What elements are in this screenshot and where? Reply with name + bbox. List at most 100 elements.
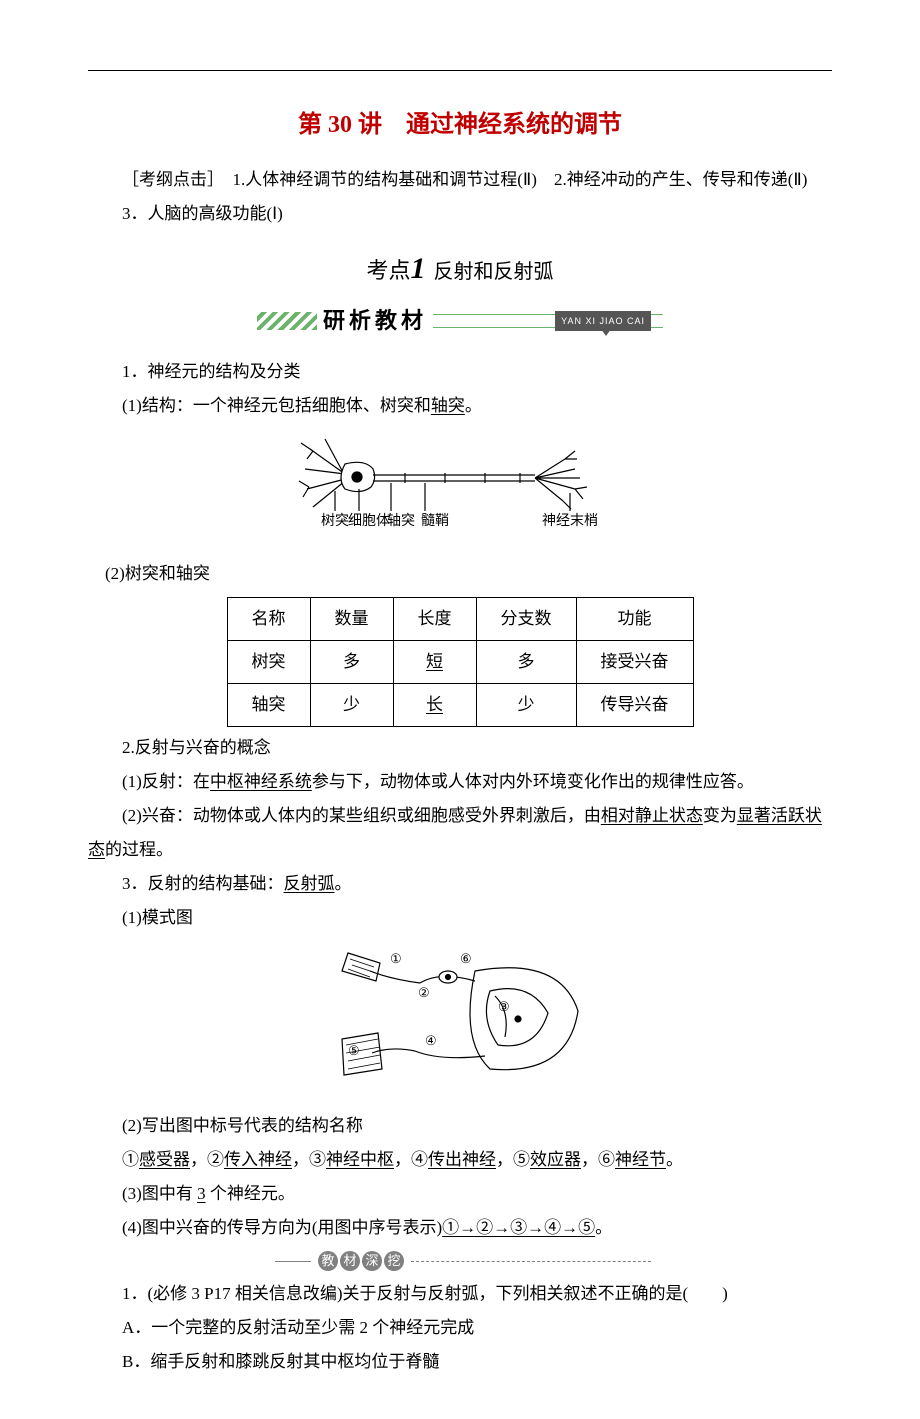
underline-answer: 感受器	[139, 1150, 190, 1169]
underline-answer: 轴突	[431, 396, 465, 415]
section-3-p4: (4)图中兴奋的传导方向为(用图中序号表示)①→②→③→④→⑤。	[88, 1211, 832, 1245]
neuron-label-4: 髓鞘	[421, 513, 449, 529]
text: (2)兴奋：动物体或人体内的某些组织或细胞感受外界刺激后，由	[122, 806, 601, 825]
text: (3)图中有	[122, 1184, 197, 1203]
svg-text:③: ③	[498, 999, 510, 1014]
top-rule	[88, 70, 832, 71]
table-cell: 少	[310, 684, 393, 727]
table-row: 轴突 少 长 少 传导兴奋	[227, 684, 693, 727]
underline-answer: 相对静止状态	[601, 806, 703, 825]
underline-answer: 传入神经	[224, 1150, 292, 1169]
section-3-p2: (2)写出图中标号代表的结构名称	[88, 1109, 832, 1143]
text: (1)结构：一个神经元包括细胞体、树突和	[122, 396, 431, 415]
svg-text:④: ④	[425, 1033, 437, 1048]
svg-text:①: ①	[390, 951, 402, 966]
section-3-p1: (1)模式图	[88, 901, 832, 935]
underline-answer: 传出神经	[428, 1150, 496, 1169]
kaodian-number: 1	[411, 239, 426, 299]
dash-decoration	[275, 1261, 311, 1262]
section-1-p2: (2)树突和轴突	[88, 557, 832, 591]
section-3-p3: (3)图中有 3 个神经元。	[88, 1177, 832, 1211]
table-cell: 传导兴奋	[576, 684, 693, 727]
neuron-figure: 树突 细胞体 轴突 髓鞘 神经末梢	[88, 429, 832, 551]
text: 变为	[703, 806, 737, 825]
section-1-p1: (1)结构：一个神经元包括细胞体、树突和轴突。	[88, 389, 832, 423]
yanxi-text: 研析教材	[323, 299, 427, 343]
deep-dig-header: 教 材 深 挖	[88, 1251, 832, 1271]
underline-answer: 神经节	[615, 1150, 666, 1169]
kaogang-label: ［考纲点击］	[122, 170, 216, 189]
q1-option-a: A．一个完整的反射活动至少需 2 个神经元完成	[88, 1311, 832, 1345]
svg-text:⑥: ⑥	[460, 951, 472, 966]
table-header: 长度	[393, 598, 476, 641]
deep-circles: 教 材 深 挖	[317, 1251, 405, 1271]
underline-answer: ①→②→③→④→⑤	[442, 1218, 595, 1237]
svg-text:⑤: ⑤	[348, 1043, 360, 1058]
kaogang-text-1: 1.人体神经调节的结构基础和调节过程(Ⅱ) 2.神经冲动的产生、传导和传递(Ⅱ)	[216, 170, 808, 189]
table-header: 数量	[310, 598, 393, 641]
page-title: 第 30 讲 通过神经系统的调节	[88, 101, 832, 149]
section-2-heading: 2.反射与兴奋的概念	[88, 731, 832, 765]
section-3-heading: 3．反射的结构基础：反射弧。	[88, 867, 832, 901]
text: ，⑤	[496, 1150, 530, 1169]
yanxi-header: 研析教材 YAN XI JIAO CAI	[88, 299, 832, 343]
compare-table: 名称 数量 长度 分支数 功能 树突 多 短 多 接受兴奋 轴突 少 长 少 传…	[227, 597, 694, 727]
text: 参与下，动物体或人体对内外环境变化作出的规律性应答。	[312, 772, 754, 791]
table-cell: 多	[310, 641, 393, 684]
deep-char: 教	[318, 1251, 338, 1271]
yanxi-tail: YAN XI JIAO CAI	[433, 314, 663, 328]
text: 3．反射的结构基础：	[122, 874, 284, 893]
text: ，②	[190, 1150, 224, 1169]
table-cell: 树突	[227, 641, 310, 684]
kaodian-header: 考点 1 反射和反射弧	[88, 239, 832, 299]
underline-answer: 中枢神经系统	[210, 772, 312, 791]
underline-answer: 反射弧	[284, 874, 335, 893]
underline-answer: 神经中枢	[326, 1150, 394, 1169]
neuron-label-3: 轴突	[387, 513, 415, 529]
kaodian-text: 反射和反射弧	[434, 252, 554, 292]
underline-answer: 短	[426, 652, 443, 671]
table-cell: 轴突	[227, 684, 310, 727]
svg-text:②: ②	[418, 985, 430, 1000]
exam-outline: ［考纲点击］ 1.人体神经调节的结构基础和调节过程(Ⅱ) 2.神经冲动的产生、传…	[88, 163, 832, 231]
text: (4)图中兴奋的传导方向为(用图中序号表示)	[122, 1218, 442, 1237]
text: ，③	[292, 1150, 326, 1169]
table-header-row: 名称 数量 长度 分支数 功能	[227, 598, 693, 641]
text: (1)反射：在	[122, 772, 210, 791]
deep-char: 挖	[384, 1251, 404, 1271]
kaodian-label: 考点	[366, 249, 410, 293]
text: 的过程。	[105, 840, 173, 859]
underline-answer: 长	[426, 695, 443, 714]
table-header: 名称	[227, 598, 310, 641]
section-2-p2: (2)兴奋：动物体或人体内的某些组织或细胞感受外界刺激后，由相对静止状态变为显著…	[88, 799, 832, 867]
kaogang-text-2: 3．人脑的高级功能(Ⅰ)	[88, 197, 832, 231]
table-header: 功能	[576, 598, 693, 641]
down-arrow-icon	[601, 329, 611, 336]
text: 。	[666, 1150, 683, 1169]
deep-char: 深	[362, 1251, 382, 1271]
q1-option-b: B．缩手反射和膝跳反射其中枢均位于脊髓	[88, 1345, 832, 1379]
dash-tail-decoration	[411, 1261, 651, 1262]
text: 个神经元。	[206, 1184, 295, 1203]
text: 。	[335, 874, 352, 893]
underline-answer: 3	[197, 1184, 206, 1203]
neuron-label-1: 树突	[321, 513, 349, 529]
table-cell: 接受兴奋	[576, 641, 693, 684]
table-header: 分支数	[476, 598, 576, 641]
table-row: 树突 多 短 多 接受兴奋	[227, 641, 693, 684]
table-cell: 多	[476, 641, 576, 684]
text: ①	[122, 1150, 139, 1169]
section-2-p1: (1)反射：在中枢神经系统参与下，动物体或人体对内外环境变化作出的规律性应答。	[88, 765, 832, 799]
yanxi-pinyin: YAN XI JIAO CAI	[555, 311, 651, 331]
stripe-decoration	[257, 312, 317, 330]
text: 。	[595, 1218, 612, 1237]
table-cell: 少	[476, 684, 576, 727]
text: ，⑥	[581, 1150, 615, 1169]
underline-answer: 效应器	[530, 1150, 581, 1169]
text: ，④	[394, 1150, 428, 1169]
q1-stem: 1．(必修 3 P17 相关信息改编)关于反射与反射弧，下列相关叙述不正确的是(…	[88, 1277, 832, 1311]
deep-char: 材	[340, 1251, 360, 1271]
section-1-heading: 1．神经元的结构及分类	[88, 355, 832, 389]
reflex-arc-figure: ① ⑥ ② ③ ④ ⑤	[88, 941, 832, 1103]
section-3-labels: ①感受器，②传入神经，③神经中枢，④传出神经，⑤效应器，⑥神经节。	[88, 1143, 832, 1177]
